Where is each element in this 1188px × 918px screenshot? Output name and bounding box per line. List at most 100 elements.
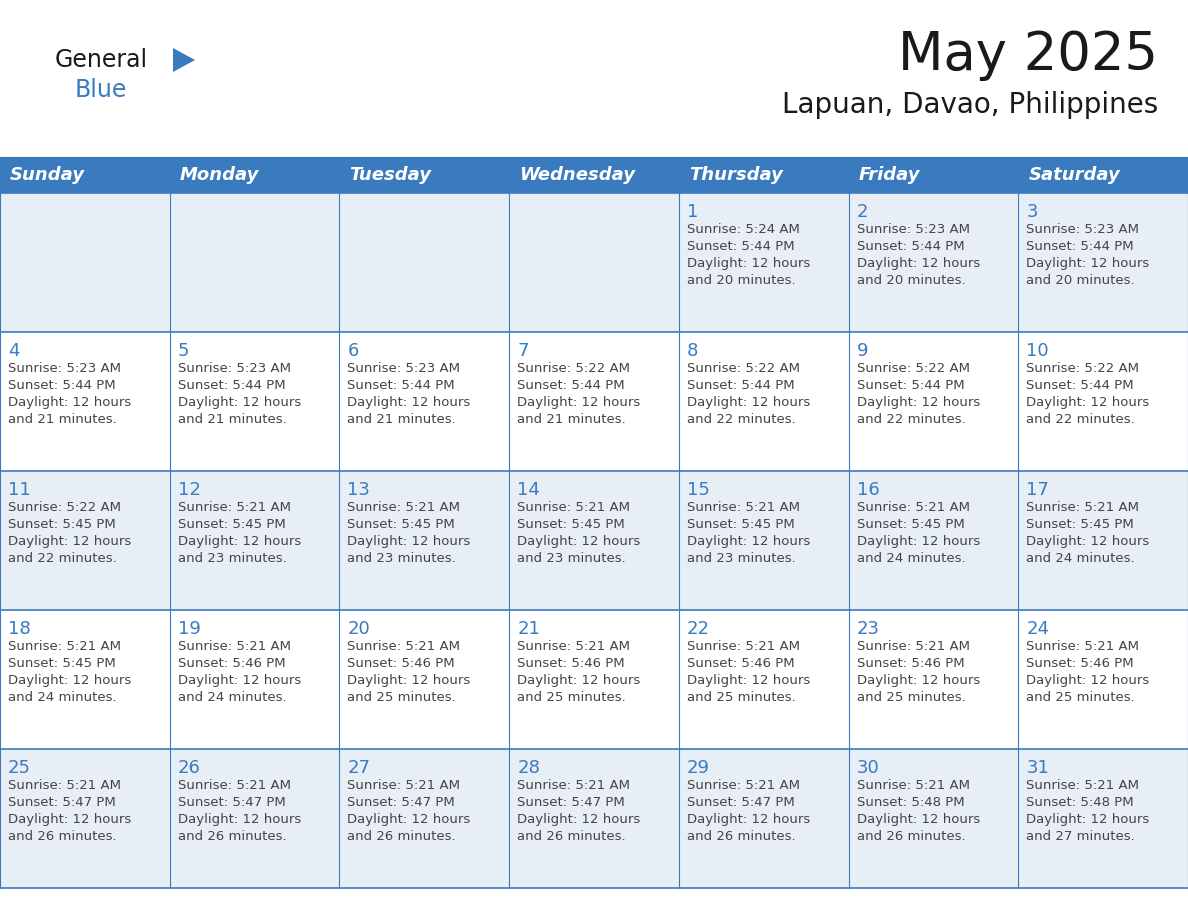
- Text: and 25 minutes.: and 25 minutes.: [1026, 691, 1135, 704]
- Text: Sunset: 5:45 PM: Sunset: 5:45 PM: [347, 518, 455, 531]
- Text: and 22 minutes.: and 22 minutes.: [1026, 413, 1135, 426]
- Text: Daylight: 12 hours: Daylight: 12 hours: [687, 674, 810, 687]
- Text: Sunrise: 5:21 AM: Sunrise: 5:21 AM: [8, 640, 121, 653]
- Text: Sunrise: 5:23 AM: Sunrise: 5:23 AM: [1026, 223, 1139, 236]
- Text: Daylight: 12 hours: Daylight: 12 hours: [857, 813, 980, 826]
- Text: 18: 18: [8, 620, 31, 638]
- Bar: [0, 193, 1188, 332]
- Text: May 2025: May 2025: [898, 29, 1158, 81]
- Text: Daylight: 12 hours: Daylight: 12 hours: [1026, 396, 1150, 409]
- Text: 25: 25: [8, 759, 31, 777]
- Polygon shape: [173, 48, 195, 72]
- Text: Sunrise: 5:22 AM: Sunrise: 5:22 AM: [1026, 362, 1139, 375]
- Text: Daylight: 12 hours: Daylight: 12 hours: [517, 674, 640, 687]
- Text: 10: 10: [1026, 342, 1049, 360]
- Text: Thursday: Thursday: [689, 166, 783, 185]
- Text: Sunset: 5:44 PM: Sunset: 5:44 PM: [1026, 379, 1133, 392]
- Text: Daylight: 12 hours: Daylight: 12 hours: [1026, 674, 1150, 687]
- Text: Sunset: 5:46 PM: Sunset: 5:46 PM: [178, 657, 285, 670]
- Text: 5: 5: [178, 342, 189, 360]
- Text: 11: 11: [8, 481, 31, 499]
- Text: and 25 minutes.: and 25 minutes.: [687, 691, 796, 704]
- Text: Daylight: 12 hours: Daylight: 12 hours: [178, 535, 301, 548]
- Text: 30: 30: [857, 759, 879, 777]
- Text: and 20 minutes.: and 20 minutes.: [857, 274, 965, 287]
- Text: Sunset: 5:45 PM: Sunset: 5:45 PM: [517, 518, 625, 531]
- Bar: [0, 749, 1188, 888]
- Text: and 23 minutes.: and 23 minutes.: [517, 552, 626, 565]
- Text: 23: 23: [857, 620, 879, 638]
- Text: and 20 minutes.: and 20 minutes.: [1026, 274, 1135, 287]
- Text: Blue: Blue: [75, 78, 127, 102]
- Text: 2: 2: [857, 203, 868, 221]
- Text: Sunset: 5:46 PM: Sunset: 5:46 PM: [517, 657, 625, 670]
- Text: 3: 3: [1026, 203, 1038, 221]
- Text: Sunrise: 5:21 AM: Sunrise: 5:21 AM: [857, 501, 969, 514]
- Text: Monday: Monday: [179, 166, 259, 185]
- Text: 27: 27: [347, 759, 371, 777]
- Text: Sunrise: 5:21 AM: Sunrise: 5:21 AM: [857, 779, 969, 792]
- Text: Sunset: 5:45 PM: Sunset: 5:45 PM: [8, 657, 115, 670]
- Text: Sunset: 5:44 PM: Sunset: 5:44 PM: [687, 240, 795, 253]
- Text: Sunset: 5:45 PM: Sunset: 5:45 PM: [178, 518, 285, 531]
- Text: Sunrise: 5:21 AM: Sunrise: 5:21 AM: [517, 640, 630, 653]
- Text: Sunset: 5:45 PM: Sunset: 5:45 PM: [1026, 518, 1135, 531]
- Text: Sunrise: 5:21 AM: Sunrise: 5:21 AM: [687, 640, 800, 653]
- Text: 4: 4: [8, 342, 19, 360]
- Text: Sunrise: 5:22 AM: Sunrise: 5:22 AM: [857, 362, 969, 375]
- Text: Sunset: 5:45 PM: Sunset: 5:45 PM: [857, 518, 965, 531]
- Text: Sunset: 5:47 PM: Sunset: 5:47 PM: [687, 796, 795, 809]
- Text: Tuesday: Tuesday: [349, 166, 431, 185]
- Text: 1: 1: [687, 203, 699, 221]
- Text: Daylight: 12 hours: Daylight: 12 hours: [8, 674, 131, 687]
- Text: and 26 minutes.: and 26 minutes.: [347, 830, 456, 843]
- Text: Sunset: 5:46 PM: Sunset: 5:46 PM: [1026, 657, 1133, 670]
- Text: and 25 minutes.: and 25 minutes.: [347, 691, 456, 704]
- Text: Daylight: 12 hours: Daylight: 12 hours: [347, 674, 470, 687]
- Text: Sunset: 5:44 PM: Sunset: 5:44 PM: [178, 379, 285, 392]
- Text: and 21 minutes.: and 21 minutes.: [8, 413, 116, 426]
- Text: 6: 6: [347, 342, 359, 360]
- Text: and 25 minutes.: and 25 minutes.: [517, 691, 626, 704]
- Text: Wednesday: Wednesday: [519, 166, 636, 185]
- Text: Daylight: 12 hours: Daylight: 12 hours: [687, 813, 810, 826]
- Text: Daylight: 12 hours: Daylight: 12 hours: [1026, 535, 1150, 548]
- Text: and 23 minutes.: and 23 minutes.: [687, 552, 796, 565]
- Text: 16: 16: [857, 481, 879, 499]
- Text: and 23 minutes.: and 23 minutes.: [178, 552, 286, 565]
- Text: Daylight: 12 hours: Daylight: 12 hours: [517, 396, 640, 409]
- Text: Sunrise: 5:21 AM: Sunrise: 5:21 AM: [178, 779, 291, 792]
- Text: 14: 14: [517, 481, 541, 499]
- Text: 31: 31: [1026, 759, 1049, 777]
- Text: 20: 20: [347, 620, 371, 638]
- Text: Sunrise: 5:21 AM: Sunrise: 5:21 AM: [517, 779, 630, 792]
- Text: 29: 29: [687, 759, 710, 777]
- Text: Daylight: 12 hours: Daylight: 12 hours: [8, 535, 131, 548]
- Text: 24: 24: [1026, 620, 1049, 638]
- Text: Daylight: 12 hours: Daylight: 12 hours: [687, 396, 810, 409]
- Text: Sunset: 5:45 PM: Sunset: 5:45 PM: [8, 518, 115, 531]
- Text: Daylight: 12 hours: Daylight: 12 hours: [8, 813, 131, 826]
- Text: Sunset: 5:44 PM: Sunset: 5:44 PM: [857, 379, 965, 392]
- Text: Sunrise: 5:21 AM: Sunrise: 5:21 AM: [8, 779, 121, 792]
- Text: Friday: Friday: [859, 166, 920, 185]
- Text: Sunrise: 5:21 AM: Sunrise: 5:21 AM: [1026, 779, 1139, 792]
- Text: Daylight: 12 hours: Daylight: 12 hours: [857, 535, 980, 548]
- Text: Daylight: 12 hours: Daylight: 12 hours: [178, 674, 301, 687]
- Text: Daylight: 12 hours: Daylight: 12 hours: [857, 674, 980, 687]
- Bar: [0, 158, 1188, 193]
- Text: Sunset: 5:44 PM: Sunset: 5:44 PM: [347, 379, 455, 392]
- Text: Daylight: 12 hours: Daylight: 12 hours: [178, 396, 301, 409]
- Text: Sunrise: 5:21 AM: Sunrise: 5:21 AM: [347, 640, 461, 653]
- Text: 22: 22: [687, 620, 710, 638]
- Text: Sunrise: 5:21 AM: Sunrise: 5:21 AM: [857, 640, 969, 653]
- Text: Sunset: 5:45 PM: Sunset: 5:45 PM: [687, 518, 795, 531]
- Text: Sunrise: 5:21 AM: Sunrise: 5:21 AM: [347, 501, 461, 514]
- Bar: [0, 471, 1188, 610]
- Text: Sunrise: 5:21 AM: Sunrise: 5:21 AM: [517, 501, 630, 514]
- Text: and 22 minutes.: and 22 minutes.: [8, 552, 116, 565]
- Text: Daylight: 12 hours: Daylight: 12 hours: [687, 535, 810, 548]
- Text: Daylight: 12 hours: Daylight: 12 hours: [517, 813, 640, 826]
- Text: 7: 7: [517, 342, 529, 360]
- Text: Sunset: 5:44 PM: Sunset: 5:44 PM: [8, 379, 115, 392]
